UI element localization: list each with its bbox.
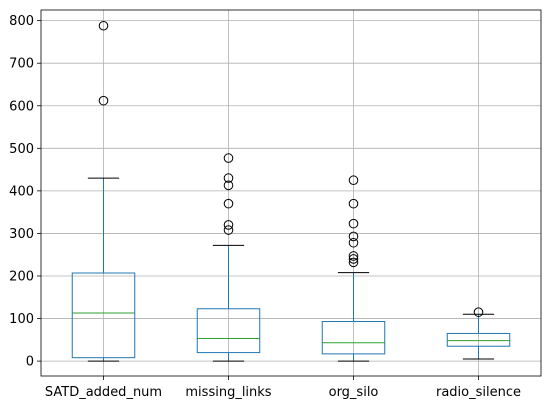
y-tick-label: 100 (9, 312, 34, 327)
outlier-point (223, 220, 234, 230)
y-tick-label: 800 (9, 14, 34, 29)
y-tick-label: 400 (9, 184, 34, 199)
outlier-point (223, 173, 234, 183)
x-tick-label: org_silo (329, 385, 379, 400)
outlier-point (348, 251, 359, 261)
iqr-box (321, 321, 386, 355)
outlier-point (223, 180, 234, 191)
x-tick-label: radio_silence (436, 385, 521, 400)
y-tick-label: 200 (9, 269, 34, 284)
box-group-SATD-added-num (71, 20, 136, 362)
outlier-point (348, 237, 359, 248)
y-tick-label: 0 (26, 355, 34, 370)
x-tick-label: missing_links (185, 385, 271, 400)
x-tick-label: SATD_added_num (45, 385, 162, 400)
outlier-point (348, 231, 359, 242)
outlier-point (348, 257, 359, 268)
box-group-missing-links (196, 153, 261, 362)
outlier-point (98, 95, 109, 106)
outlier-point (223, 153, 234, 163)
y-tick-label: 500 (9, 142, 34, 157)
outlier-point (473, 307, 484, 317)
box-group-org-silo (321, 175, 386, 362)
y-tick-label: 300 (9, 227, 34, 242)
outlier-point (98, 20, 109, 31)
iqr-box (446, 332, 511, 347)
outlier-point (223, 225, 234, 235)
iqr-box (71, 272, 136, 359)
outlier-point (348, 254, 359, 264)
outlier-point (223, 198, 234, 209)
box-elements (71, 20, 511, 362)
axes: 0 100 200 300 400 500 600 700 800 SATD_added_num m… (9, 9, 542, 400)
outlier-point (348, 175, 359, 186)
box-group-radio-silence (446, 307, 511, 360)
iqr-box (196, 308, 261, 354)
outlier-point (348, 218, 359, 229)
outlier-point (348, 198, 359, 209)
plot-frame (40, 9, 542, 377)
y-tick-label: 700 (9, 57, 34, 72)
y-tick-label: 600 (9, 99, 34, 114)
